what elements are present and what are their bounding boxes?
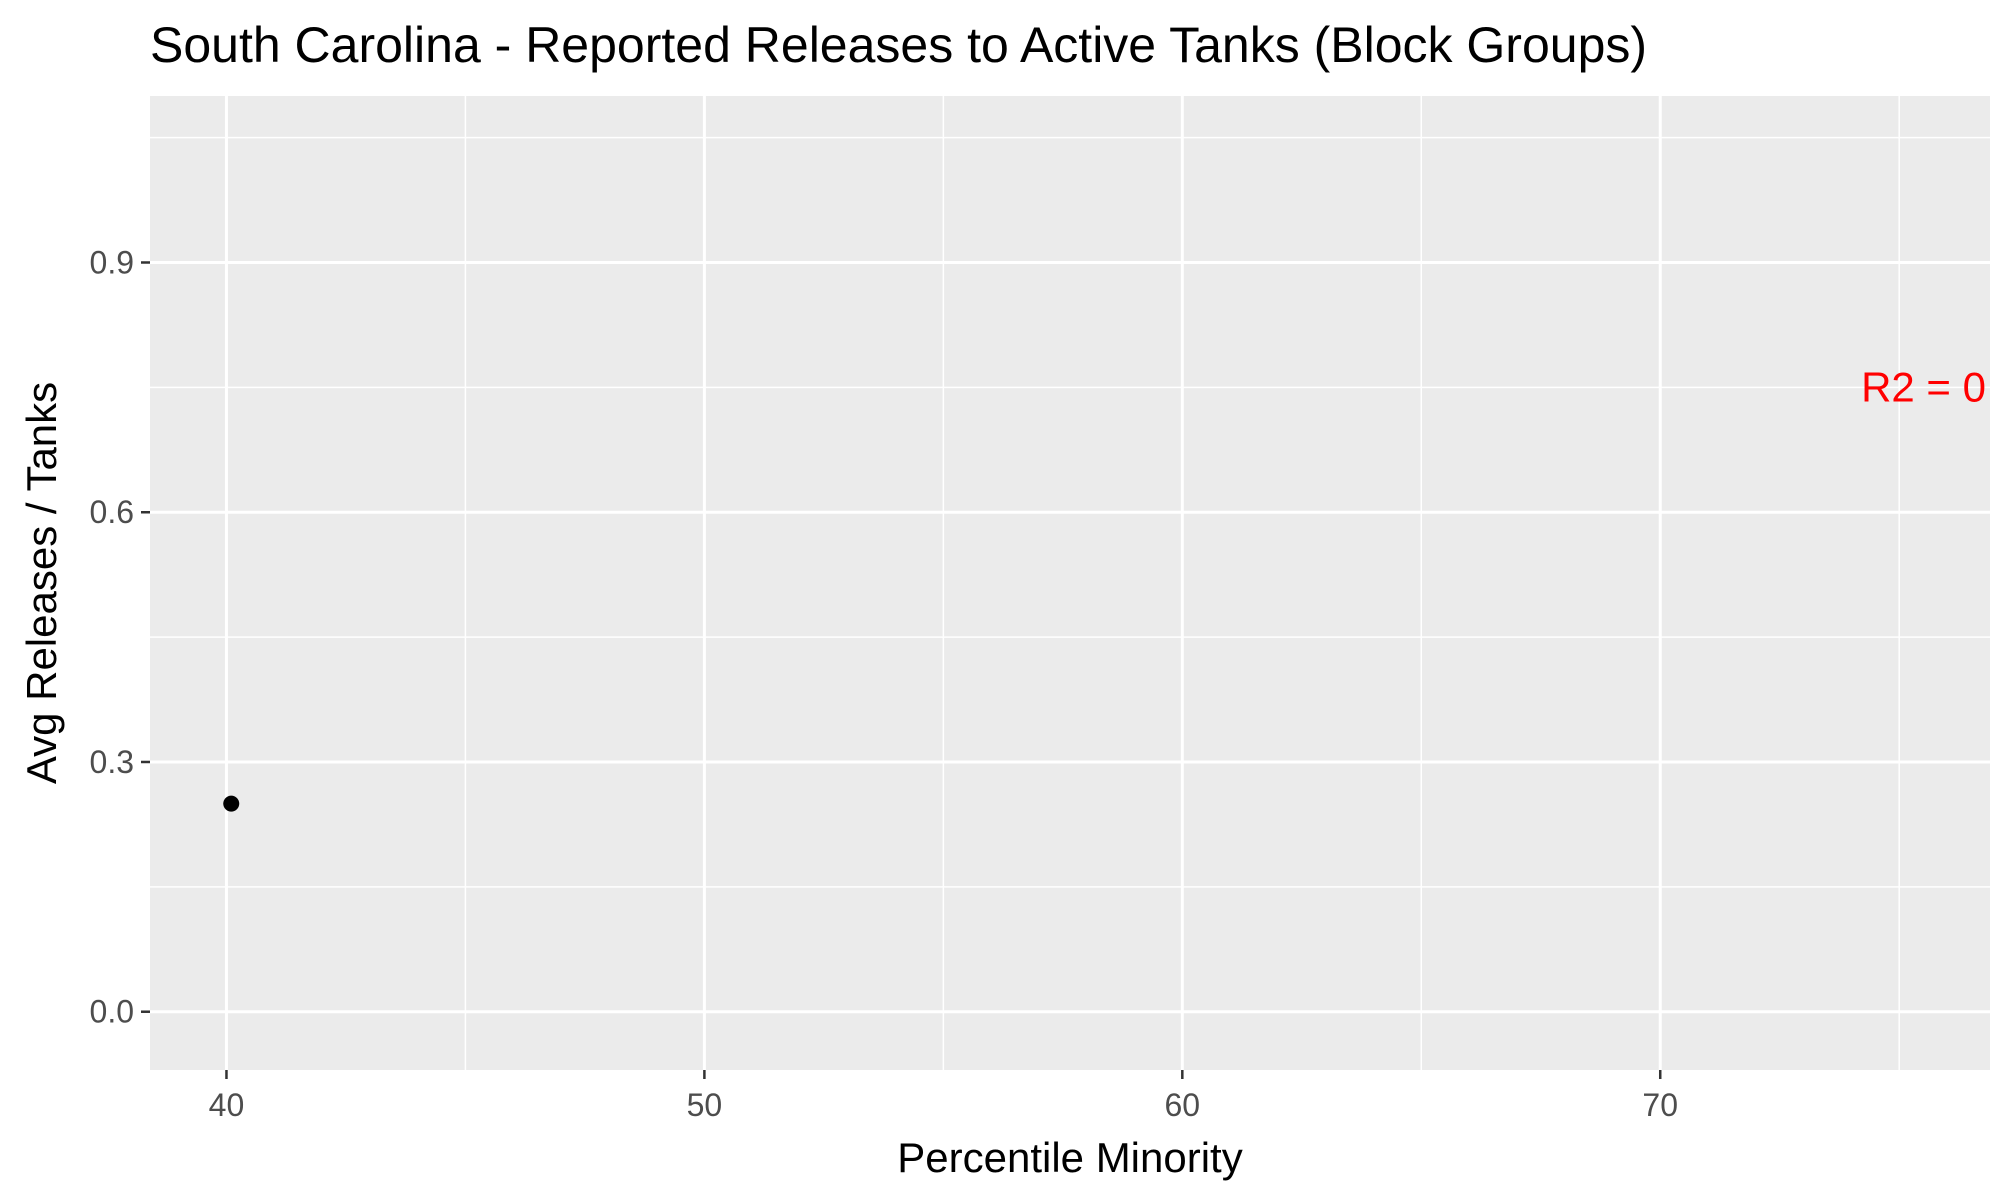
x-tick-labels: 40 50 60 70 xyxy=(209,1087,1678,1123)
y-tick-label: 0.9 xyxy=(90,244,134,280)
x-tick-label: 70 xyxy=(1642,1087,1678,1123)
minor-gridlines xyxy=(150,96,1990,1070)
y-tick-labels: 0.0 0.3 0.6 0.9 xyxy=(90,244,134,1029)
axis-ticks xyxy=(141,261,1662,1079)
data-points xyxy=(223,795,240,812)
x-tick-label: 60 xyxy=(1165,1087,1201,1123)
chart-title: South Carolina - Reported Releases to Ac… xyxy=(150,17,1647,73)
y-tick-label: 0.3 xyxy=(90,744,134,780)
x-axis-title: Percentile Minority xyxy=(897,1134,1242,1181)
y-tick-label: 0.6 xyxy=(90,494,134,530)
x-tick-label: 40 xyxy=(209,1087,245,1123)
plot-panel xyxy=(150,96,1990,1070)
major-gridlines xyxy=(150,96,1990,1070)
data-point xyxy=(223,795,240,812)
x-tick-label: 50 xyxy=(687,1087,723,1123)
y-tick-label: 0.0 xyxy=(90,994,134,1030)
r2-annotation: R2 = 0 xyxy=(1861,363,1986,410)
y-axis-title: Avg Releases / Tanks xyxy=(18,382,65,784)
